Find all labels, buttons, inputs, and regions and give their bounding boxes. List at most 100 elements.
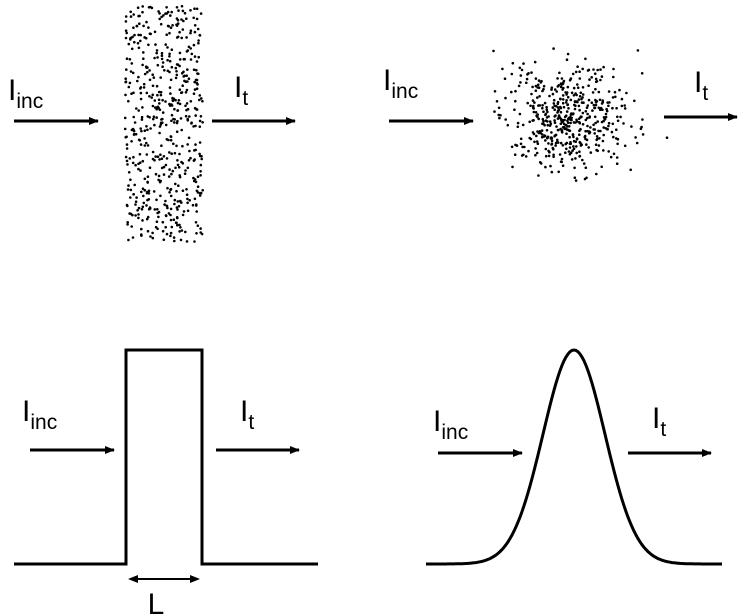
scatterer-dot xyxy=(193,197,197,201)
scatterer-dot xyxy=(547,142,550,145)
scatterer-dot xyxy=(164,100,167,103)
scatterer-dot xyxy=(550,143,553,146)
scatterer-dot xyxy=(155,198,158,202)
scatterer-dot xyxy=(186,119,190,122)
scatterer-dot xyxy=(185,108,188,112)
scatterer-dot xyxy=(164,163,168,167)
scatterer-dot xyxy=(612,75,615,79)
scatterer-dot xyxy=(139,127,142,130)
scatterer-dot xyxy=(568,142,572,146)
scatterer-dot xyxy=(555,125,558,128)
scatterer-dot xyxy=(156,93,159,97)
scatterer-dot xyxy=(185,74,188,77)
scatterer-dot xyxy=(166,58,169,62)
scatterer-dot xyxy=(593,106,597,110)
scatterer-dot xyxy=(137,33,140,37)
scatterer-dot xyxy=(137,213,140,216)
scatterer-dot xyxy=(527,149,530,153)
scatterer-dot xyxy=(578,77,582,80)
scatterer-dot xyxy=(571,149,574,152)
scatterer-dot xyxy=(140,190,143,194)
scatterer-dot xyxy=(556,117,560,120)
scatterer-dot xyxy=(564,114,568,117)
scatterer-dot xyxy=(129,70,133,73)
scatterer-dot xyxy=(547,115,550,118)
panel-slab-scatterers: Iinc It xyxy=(8,4,296,243)
scatterer-dot xyxy=(137,109,140,112)
scatterer-dot xyxy=(169,187,173,191)
scatterer-dot xyxy=(142,201,146,205)
scatterer-dot xyxy=(155,107,158,111)
scatterer-dot xyxy=(195,87,199,90)
scatterer-dot xyxy=(181,28,185,31)
scatterer-dot xyxy=(615,162,619,165)
scatterer-dot xyxy=(513,108,516,111)
scatterer-dot xyxy=(137,216,140,220)
scatterer-dot xyxy=(575,145,578,148)
scatterer-dot xyxy=(124,136,127,139)
scatterer-dot xyxy=(137,138,141,142)
scatterer-dot xyxy=(542,119,545,123)
scatterer-dot xyxy=(526,101,529,105)
scatterer-dot xyxy=(194,114,197,117)
scatterer-dot xyxy=(133,183,136,187)
scatterer-dot xyxy=(200,157,203,161)
scatterer-dot xyxy=(172,121,176,124)
scatterer-dot xyxy=(142,57,145,60)
scatterer-dot xyxy=(172,117,175,121)
scatterer-dot xyxy=(137,75,140,79)
scatterer-dot xyxy=(588,131,592,134)
scatterer-dot xyxy=(141,106,144,109)
scatterer-dot xyxy=(566,103,569,107)
scatterer-dot xyxy=(593,115,597,119)
scatterer-dot xyxy=(568,135,571,139)
scatterer-dot xyxy=(161,111,165,114)
scatterer-dot xyxy=(538,95,541,98)
scatterer-dot xyxy=(550,131,553,134)
scatterer-dot xyxy=(170,48,174,51)
scatterer-dot xyxy=(584,57,587,61)
scatterer-dot xyxy=(132,91,135,95)
scatterer-dot xyxy=(557,84,561,87)
label-incident-bottom-left: Iinc xyxy=(22,395,57,434)
scatterer-dot xyxy=(182,210,186,213)
scatterer-dot xyxy=(168,151,171,154)
scatterer-dot xyxy=(157,178,160,182)
scatterer-dot xyxy=(132,26,135,30)
label-transmitted-bottom-left: It xyxy=(240,395,254,434)
scatterer-dot xyxy=(196,185,200,188)
scatterer-dot xyxy=(611,106,614,110)
scatterer-dot xyxy=(201,99,204,103)
scatterer-dot xyxy=(168,59,172,63)
scatterer-dot xyxy=(516,121,520,125)
scatterer-dot xyxy=(127,99,130,103)
scatterer-dot xyxy=(564,151,567,154)
scatterer-dot xyxy=(582,162,586,165)
scatterer-dot xyxy=(169,14,172,17)
scatterer-dot xyxy=(192,43,196,47)
scatterer-dot xyxy=(566,52,570,56)
scatterer-dot xyxy=(518,112,522,116)
scatterer-dot xyxy=(173,202,176,206)
scatterer-dot xyxy=(540,129,544,132)
scatterer-dot xyxy=(124,155,128,159)
scatterer-dot xyxy=(183,172,187,175)
scatterer-dot xyxy=(178,230,181,233)
scatterer-dot xyxy=(595,148,598,152)
scatterer-dot xyxy=(169,231,173,235)
scatterer-dot xyxy=(591,91,595,94)
scatterer-dot xyxy=(176,200,180,203)
scatterer-dot xyxy=(590,101,594,104)
scatterer-dot xyxy=(193,55,197,58)
scatterer-dot xyxy=(162,173,166,176)
scatterer-dot xyxy=(603,118,607,121)
scatterer-dot xyxy=(143,72,147,76)
scatterer-dot xyxy=(611,122,615,126)
scatterer-dot xyxy=(145,141,148,145)
scatterer-dot xyxy=(558,153,562,156)
scatterer-dot xyxy=(492,49,495,53)
scatterer-dot xyxy=(187,77,191,80)
scatterer-dot xyxy=(578,95,582,98)
scatterer-dot xyxy=(158,125,162,128)
scatterer-dot xyxy=(532,132,536,136)
